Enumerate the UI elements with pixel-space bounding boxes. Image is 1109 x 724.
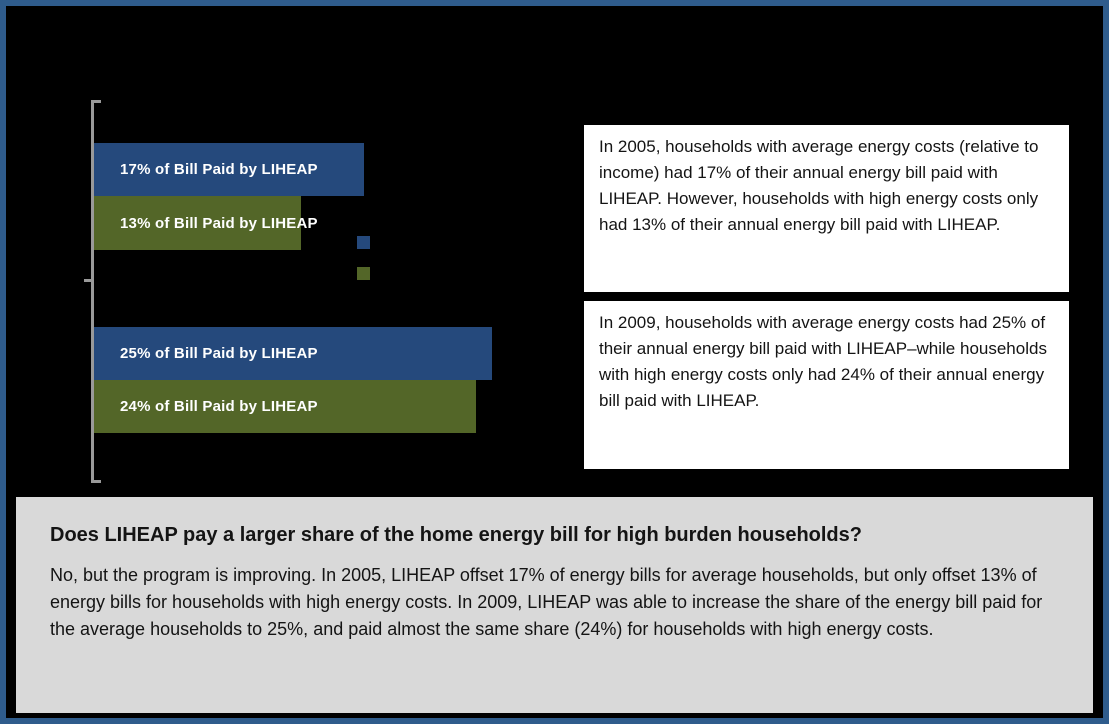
bar-2009-high-label: 24% of Bill Paid by LIHEAP — [120, 398, 318, 415]
category-axis-line — [91, 100, 94, 483]
qa-heading: Does LIHEAP pay a larger share of the ho… — [50, 524, 862, 546]
legend-swatch-average — [357, 236, 370, 249]
axis-tick-top — [91, 100, 101, 103]
legend-swatch-high — [357, 267, 370, 280]
axis-tick-middle — [84, 279, 94, 282]
qa-body: No, but the program is improving. In 200… — [50, 565, 1043, 639]
callout-2009-text: In 2009, households with average energy … — [599, 313, 1047, 410]
bar-2005-average: 17% of Bill Paid by LIHEAP — [94, 143, 364, 196]
callout-2009: In 2009, households with average energy … — [582, 299, 1071, 471]
bar-2009-high: 24% of Bill Paid by LIHEAP — [94, 380, 476, 433]
callout-2005-text: In 2005, households with average energy … — [599, 137, 1039, 234]
bar-2005-high: 13% of Bill Paid by LIHEAP — [94, 196, 318, 250]
bar-2005-average-label: 17% of Bill Paid by LIHEAP — [120, 161, 318, 178]
qa-box: Does LIHEAP pay a larger share of the ho… — [16, 497, 1093, 713]
bar-2009-average-label: 25% of Bill Paid by LIHEAP — [120, 345, 318, 362]
bar-2009-average: 25% of Bill Paid by LIHEAP — [94, 327, 492, 380]
callout-2005: In 2005, households with average energy … — [582, 123, 1071, 294]
bar-2005-high-label: 13% of Bill Paid by LIHEAP — [120, 214, 318, 232]
axis-tick-bottom — [91, 480, 101, 483]
